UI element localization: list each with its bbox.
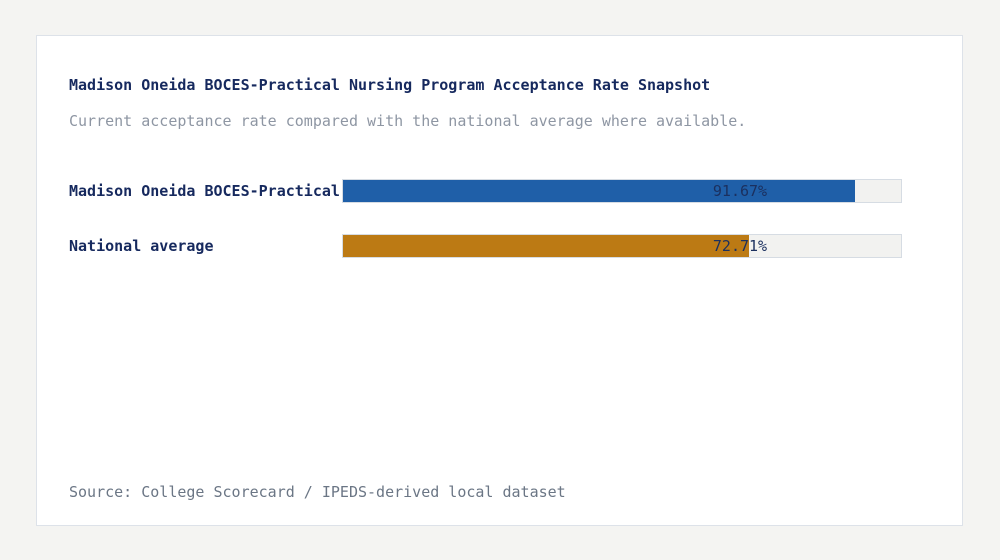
bar-track: 72.71% — [342, 234, 902, 258]
chart-card: Madison Oneida BOCES-Practical Nursing P… — [36, 35, 963, 526]
bar-row-madison-oneida: Madison Oneida BOCES-Practical 91.67% — [69, 179, 902, 203]
chart-title: Madison Oneida BOCES-Practical Nursing P… — [69, 76, 711, 94]
bar-value-label: 91.67% — [712, 182, 768, 200]
bar-track: 91.67% — [342, 179, 902, 203]
chart-subtitle: Current acceptance rate compared with th… — [69, 112, 747, 130]
bar-row-national-average: National average 72.71% — [69, 234, 902, 258]
bar-category-label: Madison Oneida BOCES-Practical — [69, 182, 340, 200]
bar-fill-national-average — [343, 235, 749, 257]
bar-value-label: 72.71% — [712, 237, 768, 255]
bar-fill-madison-oneida — [343, 180, 855, 202]
bar-category-label: National average — [69, 237, 214, 255]
chart-source-note: Source: College Scorecard / IPEDS-derive… — [69, 483, 566, 501]
